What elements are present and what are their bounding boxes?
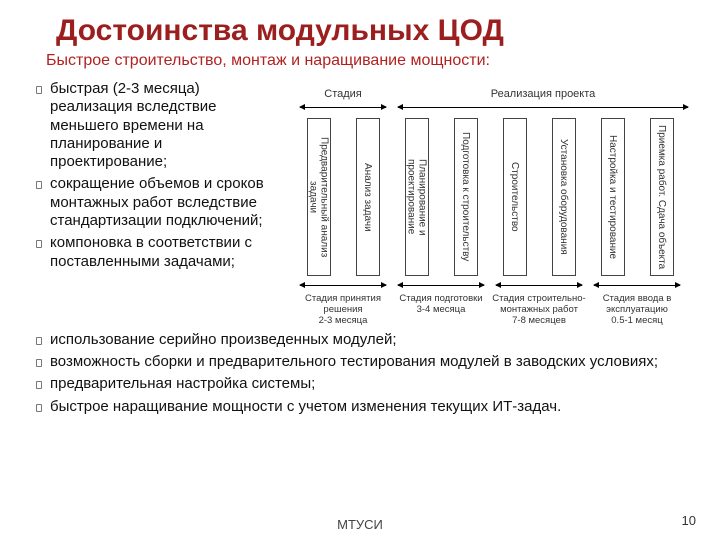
bullet-item: предварительная настройка системы; bbox=[36, 375, 698, 393]
double-arrow-icon bbox=[300, 285, 386, 286]
diagram-group-2: Планирование и проектирование Подготовка… bbox=[392, 118, 490, 276]
stage-label: Стадия принятия решения2-3 месяца bbox=[294, 294, 392, 327]
stage-box: Строительство bbox=[503, 118, 527, 276]
diagram-stage-labels: Стадия принятия решения2-3 месяца Стадия… bbox=[294, 294, 694, 327]
bullet-item: возможность сборки и предварительного те… bbox=[36, 353, 698, 371]
diagram-arrows-top bbox=[294, 102, 694, 114]
stage-box: Настройка и тестирование bbox=[601, 118, 625, 276]
diagram-header-project: Реализация проекта bbox=[392, 86, 694, 102]
stage-label: Стадия ввода в эксплуатацию0.5-1 месяц bbox=[588, 294, 686, 327]
stage-box: Предварительный анализ задачи bbox=[307, 118, 331, 276]
stage-box: Установка оборудования bbox=[552, 118, 576, 276]
double-arrow-icon bbox=[496, 285, 582, 286]
upper-row: быстрая (2-3 месяца) реализация вследств… bbox=[22, 80, 698, 331]
bullet-item: быстрая (2-3 месяца) реализация вследств… bbox=[36, 80, 282, 171]
diagram-boxes: Предварительный анализ задачи Анализ зад… bbox=[294, 118, 694, 276]
bullet-list-left: быстрая (2-3 месяца) реализация вследств… bbox=[22, 80, 282, 271]
stage-box: Планирование и проектирование bbox=[405, 118, 429, 276]
stage-diagram: Стадия Реализация проекта Предварительны… bbox=[290, 80, 698, 331]
slide: Достоинства модульных ЦОД Быстрое строит… bbox=[0, 0, 720, 416]
bullet-item: быстрое наращивание мощности с учетом из… bbox=[36, 398, 698, 416]
stage-box: Подготовка к строительству bbox=[454, 118, 478, 276]
diagram-group-4: Настройка и тестирование Приемка работ. … bbox=[588, 118, 686, 276]
arrow-group bbox=[294, 280, 392, 292]
diagram-headers: Стадия Реализация проекта bbox=[294, 86, 694, 102]
diagram-group-1: Предварительный анализ задачи Анализ зад… bbox=[294, 118, 392, 276]
diagram-arrows-bottom bbox=[294, 280, 694, 292]
double-arrow-icon bbox=[594, 285, 680, 286]
double-arrow-icon bbox=[398, 285, 484, 286]
double-arrow-icon bbox=[300, 107, 386, 108]
stage-box: Анализ задачи bbox=[356, 118, 380, 276]
diagram-header-stage: Стадия bbox=[294, 86, 392, 102]
bullet-item: использование серийно произведенных моду… bbox=[36, 331, 698, 349]
double-arrow-icon bbox=[398, 107, 688, 108]
arrow-group bbox=[490, 280, 588, 292]
left-column: быстрая (2-3 месяца) реализация вследств… bbox=[22, 80, 282, 331]
slide-title: Достоинства модульных ЦОД bbox=[56, 14, 698, 48]
arrow-group bbox=[588, 280, 686, 292]
slide-subtitle: Быстрое строительство, монтаж и наращива… bbox=[46, 52, 698, 70]
diagram-group-3: Строительство Установка оборудования bbox=[490, 118, 588, 276]
arrow-group bbox=[294, 102, 392, 114]
bullet-list-wide: использование серийно произведенных моду… bbox=[22, 331, 698, 416]
bullet-item: сокращение объемов и сроков монтажных ра… bbox=[36, 175, 282, 230]
arrow-group bbox=[392, 280, 490, 292]
stage-label: Стадия строительно-монтажных работ7-8 ме… bbox=[490, 294, 588, 327]
stage-label: Стадия подготовки3-4 месяца bbox=[392, 294, 490, 327]
stage-box: Приемка работ. Сдача объекта bbox=[650, 118, 674, 276]
footer-org: МТУСИ bbox=[0, 517, 720, 532]
arrow-group bbox=[392, 102, 694, 114]
footer-page-number: 10 bbox=[682, 513, 696, 528]
bullet-item: компоновка в соответствии с поставленным… bbox=[36, 234, 282, 271]
